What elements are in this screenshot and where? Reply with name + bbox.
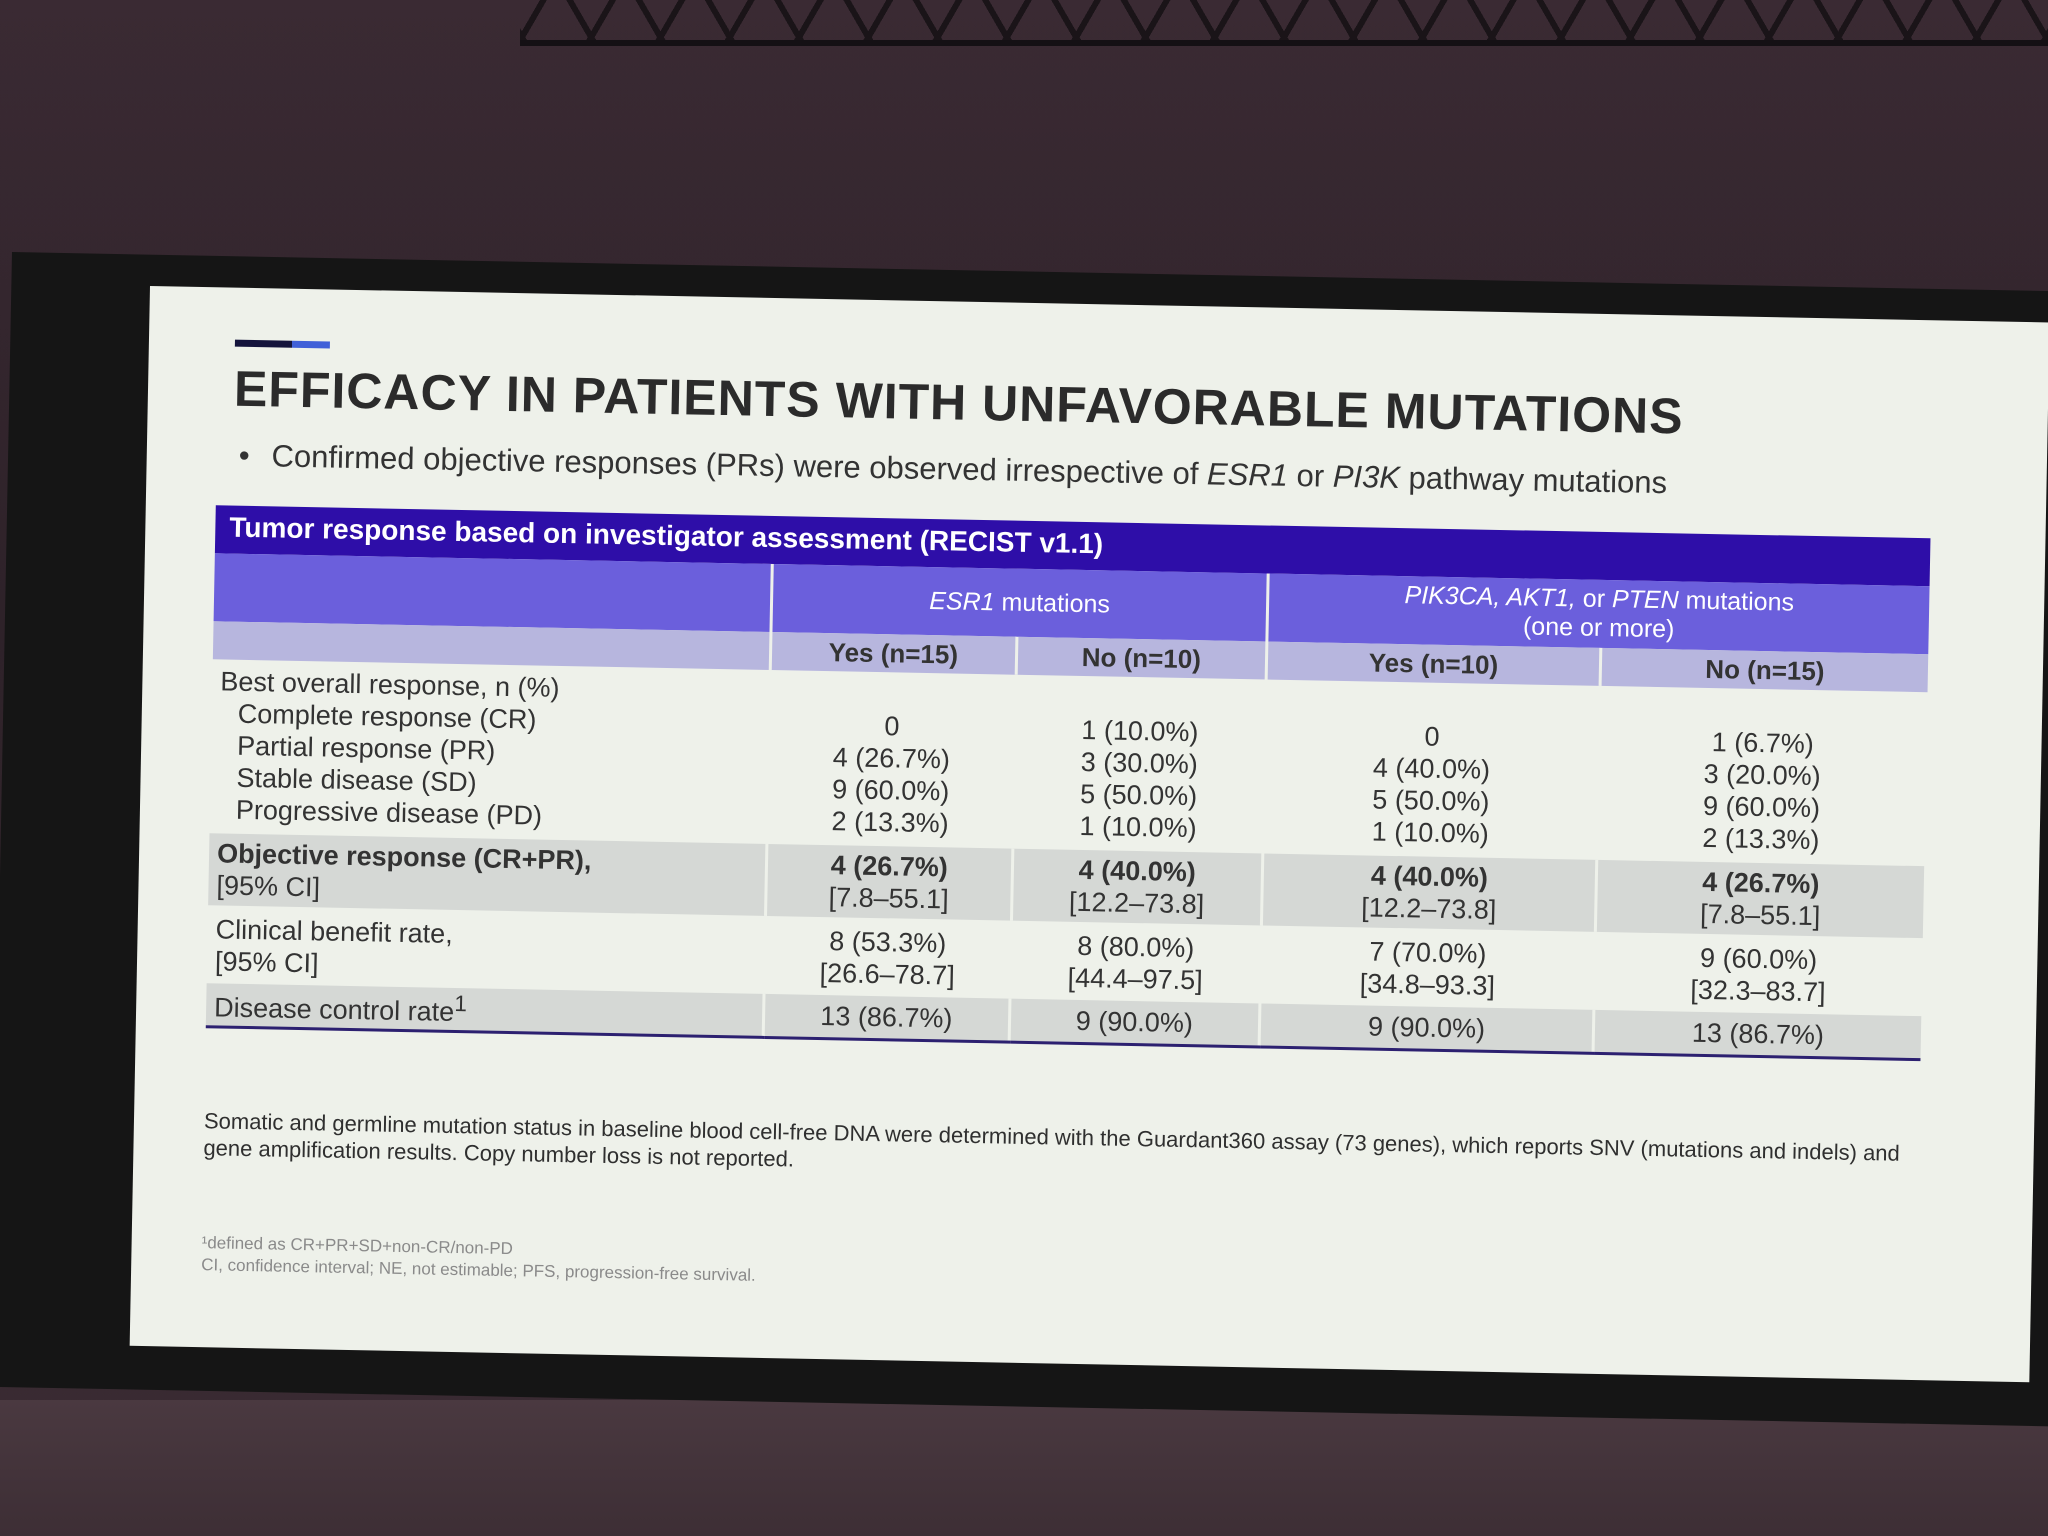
dcr-pik-no: 13 (86.7%) bbox=[1593, 1009, 1922, 1060]
bor-cell: 1 (10.0%) bbox=[1079, 810, 1197, 844]
cbr-esr1-no: 8 (80.0%) [44.4–97.5] bbox=[1010, 921, 1262, 1004]
bor-cell: 1 (10.0%) bbox=[1371, 816, 1490, 849]
cbr-pik-no: 9 (60.0%) [32.3–83.7] bbox=[1594, 932, 1923, 1016]
orr-ci: [12.2–73.8] bbox=[1360, 892, 1497, 925]
ceiling-truss bbox=[520, 0, 2048, 46]
bor-row: Best overall response, n (%) Complete re… bbox=[210, 659, 1928, 866]
bullet-text-2: or bbox=[1287, 457, 1334, 494]
bullet-gene-esr1: ESR1 bbox=[1206, 456, 1289, 493]
col-esr1-no: No (n=10) bbox=[1015, 636, 1267, 680]
orr-pik-yes: 4 (40.0%) [12.2–73.8] bbox=[1261, 853, 1597, 932]
bor-cell: 2 (13.3%) bbox=[831, 806, 949, 839]
orr-esr1-no: 4 (40.0%) [12.2–73.8] bbox=[1011, 848, 1263, 926]
bullet-dot-icon: • bbox=[238, 437, 250, 473]
response-table: Tumor response based on investigator ass… bbox=[205, 505, 1931, 1061]
dcr-label-cell: Disease control rate1 bbox=[205, 983, 765, 1038]
cbr-esr1-yes: 8 (53.3%) [26.6–78.7] bbox=[764, 916, 1011, 999]
dcr-esr1-yes: 13 (86.7%) bbox=[763, 993, 1010, 1043]
bullet-text-3: pathway mutations bbox=[1399, 460, 1668, 501]
presentation-slide: EFFICACY IN PATIENTS WITH UNFAVORABLE MU… bbox=[129, 286, 2048, 1383]
dcr-esr1-no: 9 (90.0%) bbox=[1008, 998, 1260, 1047]
esr1-header-gene: ESR1 bbox=[929, 586, 995, 616]
esr1-group-header: ESR1 mutations bbox=[770, 563, 1269, 642]
dcr-footnote-marker: 1 bbox=[454, 990, 468, 1016]
bor-esr1-no: 1 (10.0%) 3 (30.0%) 5 (50.0%) 1 (10.0%) bbox=[1012, 675, 1266, 854]
assay-note: Somatic and germline mutation status in … bbox=[203, 1108, 1901, 1172]
header-empty-cell bbox=[213, 553, 773, 632]
pik-header-genes: PIK3CA, AKT1, bbox=[1404, 581, 1577, 613]
footnotes: ¹defined as CR+PR+SD+non-CR/non-PD CI, c… bbox=[201, 1232, 756, 1287]
pik-header-pten: PTEN bbox=[1611, 585, 1679, 615]
slide-title: EFFICACY IN PATIENTS WITH UNFAVORABLE MU… bbox=[233, 360, 1685, 445]
orr-ci: [12.2–73.8] bbox=[1068, 886, 1205, 920]
pik-header-line2: (one or more) bbox=[1522, 612, 1675, 644]
bor-cell: 1 (10.0%) bbox=[1081, 714, 1199, 748]
pik-group-header: PIK3CA, AKT1, or PTEN mutations (one or m… bbox=[1266, 573, 1930, 655]
orr-value: 4 (26.7%) bbox=[830, 850, 949, 883]
cbr-ci: [26.6–78.7] bbox=[819, 957, 956, 991]
bor-pik-no: 1 (6.7%) 3 (20.0%) 9 (60.0%) 2 (13.3%) bbox=[1597, 686, 1928, 866]
cbr-pik-yes: 7 (70.0%) [34.8–93.3] bbox=[1260, 925, 1595, 1009]
bor-esr1-yes: 0 4 (26.7%) 9 (60.0%) 2 (13.3%) bbox=[767, 670, 1016, 849]
esr1-header-text: mutations bbox=[994, 587, 1111, 618]
wall-panel bbox=[0, 1400, 2048, 1536]
orr-value: 4 (40.0%) bbox=[1078, 854, 1197, 888]
pik-header-text: mutations bbox=[1678, 586, 1795, 617]
orr-esr1-yes: 4 (26.7%) [7.8–55.1] bbox=[765, 843, 1013, 921]
col-pik-no: No (n=15) bbox=[1600, 647, 1929, 693]
cbr-ci: [34.8–93.3] bbox=[1359, 968, 1496, 1001]
response-table-grid: ESR1 mutations PIK3CA, AKT1, or PTEN mut… bbox=[205, 553, 1930, 1061]
bor-cell: 4 (26.7%) bbox=[832, 742, 951, 775]
dcr-pik-yes: 9 (90.0%) bbox=[1259, 1003, 1594, 1054]
dcr-label: Disease control rate bbox=[213, 991, 455, 1027]
cbr-value: 8 (53.3%) bbox=[829, 926, 947, 959]
cbr-ci: [32.3–83.7] bbox=[1690, 974, 1826, 1008]
cbr-value: 8 (80.0%) bbox=[1076, 930, 1195, 964]
bor-labels: Best overall response, n (%) Complete re… bbox=[210, 659, 771, 844]
bor-cell: 2 (13.3%) bbox=[1702, 822, 1820, 856]
col-esr1-yes: Yes (n=15) bbox=[770, 631, 1017, 675]
col-pik-yes: Yes (n=10) bbox=[1266, 641, 1601, 686]
bor-cell: 0 bbox=[884, 711, 900, 742]
orr-ci: [7.8–55.1] bbox=[1699, 898, 1821, 932]
bor-pik-yes: 0 4 (40.0%) 5 (50.0%) 1 (10.0%) bbox=[1263, 680, 1600, 860]
bor-cell: 5 (50.0%) bbox=[1079, 778, 1198, 812]
bullet-text-1: Confirmed objective responses (PRs) were… bbox=[271, 438, 1208, 492]
title-accent-bar bbox=[234, 339, 330, 349]
bor-cell: 9 (60.0%) bbox=[831, 774, 950, 807]
orr-pik-no: 4 (26.7%) [7.8–55.1] bbox=[1595, 859, 1925, 939]
pik-header-or: or bbox=[1575, 584, 1613, 614]
orr-ci: [7.8–55.1] bbox=[828, 882, 950, 915]
cbr-labels: Clinical benefit rate, [95% CI] bbox=[207, 905, 766, 994]
bullet-gene-pi3k: PI3K bbox=[1332, 458, 1401, 496]
bor-cell: 3 (30.0%) bbox=[1080, 746, 1199, 780]
cbr-ci: [44.4–97.5] bbox=[1067, 962, 1204, 996]
bullet-point: • Confirmed objective responses (PRs) wer… bbox=[238, 438, 1667, 501]
orr-labels: Objective response (CR+PR), [95% CI] bbox=[208, 833, 767, 916]
